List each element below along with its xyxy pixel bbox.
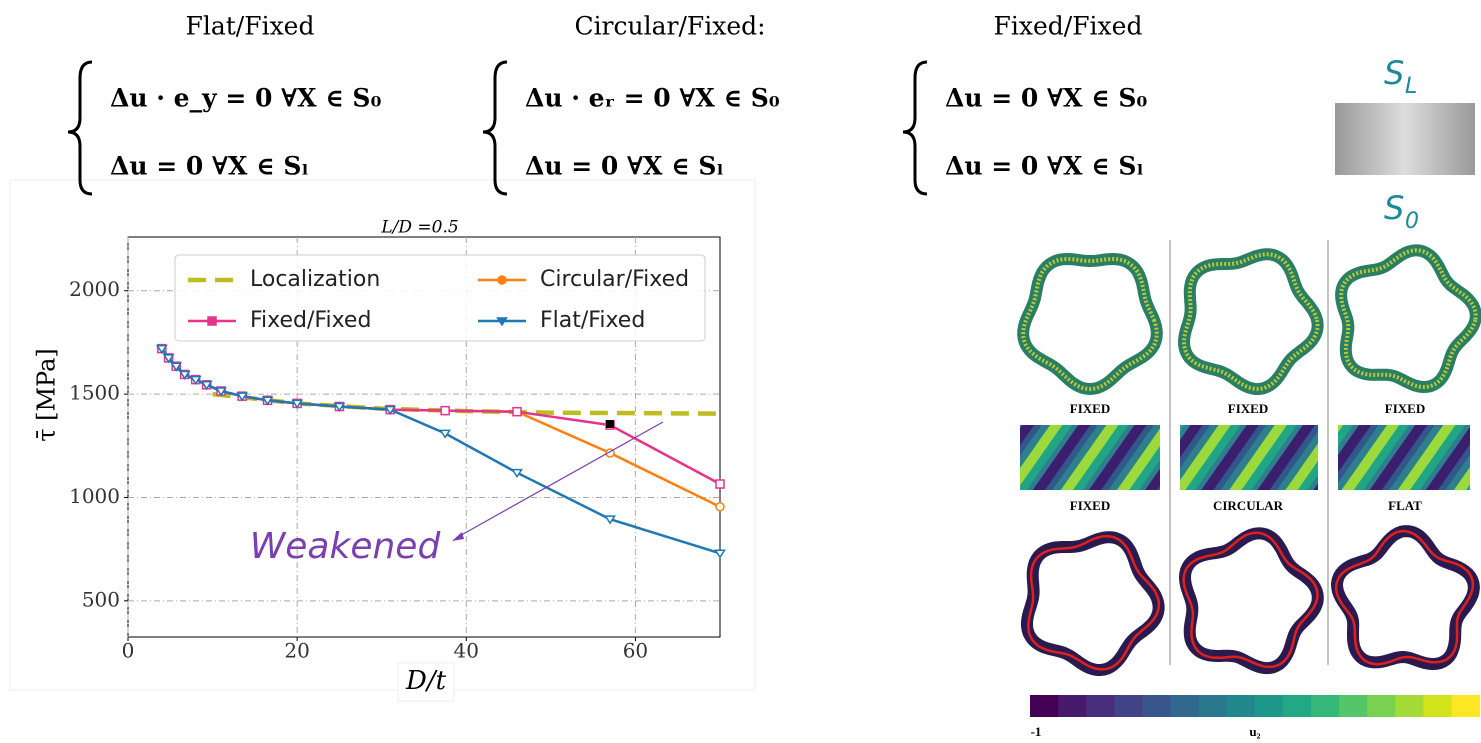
legend-label: Flat/Fixed xyxy=(540,308,645,333)
colorbar-cell xyxy=(1030,695,1059,717)
panel-label: FLAT xyxy=(1388,498,1422,513)
colorbar xyxy=(1030,695,1480,717)
eq-title: Flat/Fixed xyxy=(186,12,315,41)
figure: L/D =0.5 D/t τ̄ [MPa] Weakened Flat/Fixe… xyxy=(0,0,1481,743)
colorbar-cell xyxy=(1086,695,1115,717)
x-tick-label: 40 xyxy=(454,639,479,663)
chart-title: L/D =0.5 xyxy=(380,218,458,238)
ring-highlight xyxy=(1341,250,1476,387)
panel-label: CIRCULAR xyxy=(1213,498,1284,513)
colorbar-cell xyxy=(1339,695,1368,717)
marker-highlight xyxy=(606,420,614,428)
brace xyxy=(903,62,927,194)
x-tick-label: 60 xyxy=(623,639,648,663)
equations: Flat/Fixed Circular/Fixed: Fixed/Fixed Δ… xyxy=(110,12,1147,181)
mode-strip xyxy=(1020,425,1160,490)
legend-label: Fixed/Fixed xyxy=(250,308,371,333)
eq-line: Δu · e_y = 0 ∀X ∈ S₀ xyxy=(110,84,381,113)
ring xyxy=(1185,533,1318,668)
mode-strip xyxy=(1180,425,1318,490)
y-axis-label: τ̄ [MPa] xyxy=(33,348,61,442)
ring-outline xyxy=(1028,536,1159,669)
surface-label: S xyxy=(1384,189,1404,227)
legend-label: Localization xyxy=(250,267,380,292)
surface-sub: 0 xyxy=(1405,209,1419,234)
x-axis-label: D/t xyxy=(405,666,447,696)
panel-label: FIXED xyxy=(1385,401,1425,416)
colorbar-cell xyxy=(1199,695,1228,717)
x-tick-label: 0 xyxy=(122,639,135,663)
eq-title: Fixed/Fixed xyxy=(994,12,1143,41)
panel-label: FIXED xyxy=(1070,498,1110,513)
y-tick-label: 1000 xyxy=(69,484,120,508)
eq-line: Δu · eᵣ = 0 ∀X ∈ S₀ xyxy=(525,84,780,113)
panel-label: FIXED xyxy=(1070,401,1110,416)
y-tick-label: 500 xyxy=(82,587,120,611)
marker xyxy=(441,407,449,415)
eq-title: Circular/Fixed: xyxy=(574,12,765,41)
eq-line: Δu = 0 ∀X ∈ Sₗ xyxy=(110,152,309,181)
x-tick-label: 20 xyxy=(284,639,309,663)
colorbar-cell xyxy=(1114,695,1143,717)
brace xyxy=(483,62,507,194)
eq-line: Δu = 0 ∀X ∈ S₀ xyxy=(945,84,1147,113)
legend-marker xyxy=(208,317,216,325)
colorbar-cell xyxy=(1283,695,1312,717)
marker xyxy=(513,408,521,416)
colorbar-cell xyxy=(1142,695,1171,717)
surface-sub: L xyxy=(1405,74,1417,99)
eq-line: Δu = 0 ∀X ∈ Sₗ xyxy=(945,152,1144,181)
colorbar-min: -1 xyxy=(1031,724,1042,739)
annotation: Weakened xyxy=(250,526,442,567)
colorbar-cell xyxy=(1311,695,1340,717)
colorbar-cell xyxy=(1452,695,1481,717)
colorbar-cell xyxy=(1171,695,1200,717)
y-tick-label: 1500 xyxy=(69,381,120,405)
legend-marker xyxy=(498,276,506,284)
eq-line: Δu = 0 ∀X ∈ Sₗ xyxy=(525,152,724,181)
cylinder xyxy=(1335,103,1475,175)
ring xyxy=(1337,531,1474,664)
y-tick-label: 2000 xyxy=(69,277,120,301)
colorbar-cell xyxy=(1227,695,1256,717)
brace xyxy=(68,62,92,194)
page: L/D =0.5 D/t τ̄ [MPa] Weakened Flat/Fixe… xyxy=(0,0,1481,743)
colorbar-cell xyxy=(1395,695,1424,717)
mode-strip xyxy=(1338,425,1470,490)
colorbar-cell xyxy=(1255,695,1284,717)
marker xyxy=(716,480,724,488)
panel-label: FIXED xyxy=(1228,401,1268,416)
surface-label: S xyxy=(1384,54,1404,92)
colorbar-cell xyxy=(1423,695,1452,717)
legend-label: Circular/Fixed xyxy=(540,267,689,292)
colorbar-label: u₂ xyxy=(1249,724,1260,739)
colorbar-cell xyxy=(1058,695,1087,717)
ring xyxy=(1023,259,1157,389)
colorbar-cell xyxy=(1367,695,1396,717)
ring xyxy=(1184,254,1318,389)
marker xyxy=(716,503,724,511)
